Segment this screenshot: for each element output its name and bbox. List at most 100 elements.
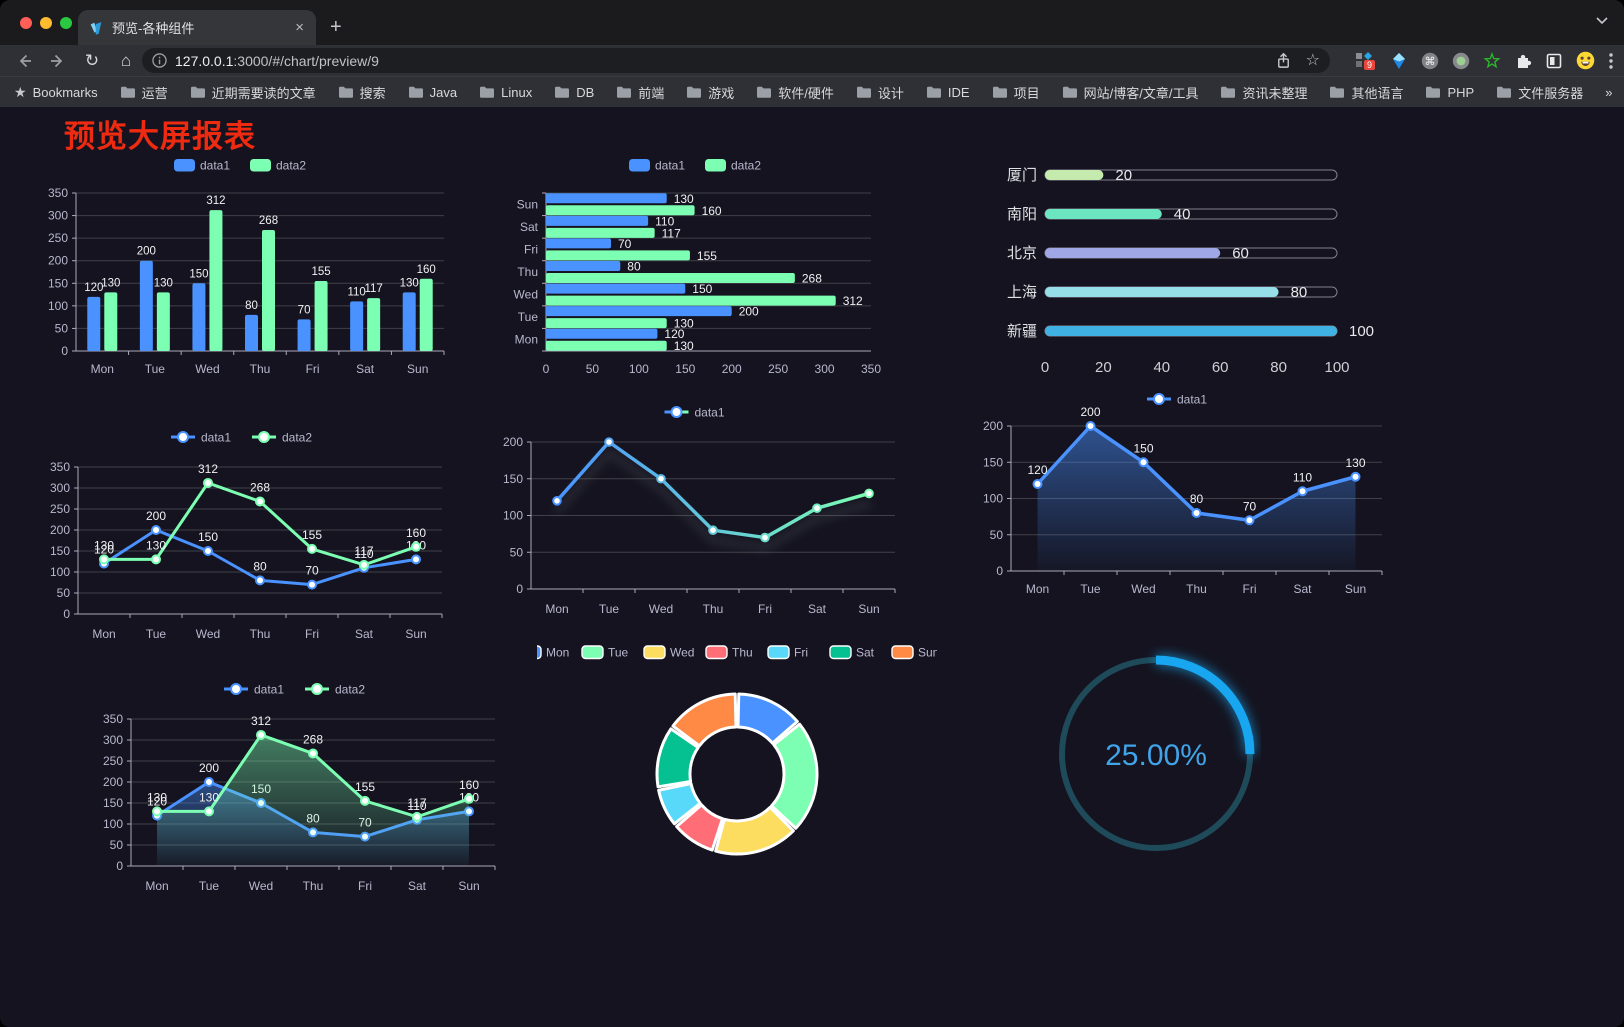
folder-icon [190, 86, 205, 98]
svg-text:200: 200 [503, 435, 523, 449]
new-tab-button[interactable]: + [330, 16, 342, 38]
svg-text:300: 300 [103, 733, 123, 747]
svg-text:155: 155 [311, 266, 330, 278]
emoji-icon[interactable] [1576, 51, 1595, 70]
forward-icon[interactable] [48, 52, 68, 70]
svg-text:20: 20 [1095, 359, 1112, 376]
svg-text:150: 150 [675, 362, 695, 376]
svg-text:150: 150 [692, 282, 712, 296]
bookmark-folder[interactable]: 其他语言 [1329, 83, 1403, 102]
menu-dots-icon[interactable] [1608, 52, 1614, 70]
bookmark-folder[interactable]: 软件/硬件 [756, 83, 834, 102]
svg-text:130: 130 [400, 277, 419, 289]
folder-icon [120, 86, 135, 98]
back-icon[interactable] [14, 52, 34, 70]
svg-text:50: 50 [55, 321, 69, 335]
svg-text:268: 268 [802, 272, 822, 286]
bookmark-folder[interactable]: 项目 [992, 83, 1040, 102]
svg-text:Sun: Sun [1345, 582, 1366, 596]
svg-text:200: 200 [146, 509, 166, 523]
contrast-icon[interactable] [1545, 52, 1563, 70]
extensions-area: 9 ⌘ [1355, 45, 1614, 76]
horizontal-bar-chart[interactable]: data1 data2 0 50 100 150 200 250 300 350 Mon 120 130… [490, 149, 920, 381]
svg-text:Mon: Mon [1026, 582, 1049, 596]
bookmark-folder[interactable]: Java [408, 83, 457, 102]
folder-icon [408, 86, 423, 98]
bookmark-folder[interactable]: 文件服务器 [1496, 83, 1583, 102]
svg-text:100: 100 [503, 509, 523, 523]
svg-text:50: 50 [990, 528, 1004, 542]
svg-text:Thu: Thu [250, 627, 271, 641]
svg-text:117: 117 [364, 283, 382, 295]
svg-text:厦门: 厦门 [1007, 167, 1037, 184]
bookmark-folder[interactable]: 资讯未整理 [1220, 83, 1307, 102]
svg-text:120: 120 [147, 795, 167, 809]
svg-text:110: 110 [354, 547, 373, 561]
bookmark-folder[interactable]: 近期需要读的文章 [190, 83, 316, 102]
svg-text:Sun: Sun [407, 362, 428, 376]
donut-chart[interactable]: Mon Tue Wed Thu Fri Sat Sun [519, 636, 939, 886]
close-window-button[interactable] [20, 17, 32, 29]
bookmarks-overflow-chevron[interactable]: » [1605, 84, 1613, 100]
share-icon[interactable] [1275, 52, 1292, 69]
bookmark-folder[interactable]: 设计 [856, 83, 904, 102]
star-icon: ★ [14, 83, 27, 100]
svg-text:100: 100 [983, 492, 1003, 506]
svg-text:Sun: Sun [458, 879, 479, 893]
command-circle-icon[interactable]: ⌘ [1421, 52, 1439, 70]
area-line-chart[interactable]: data1 0 50 100 150 200 Mon Tue Wed Thu Fri Sat Sun 12… [975, 386, 1400, 601]
bookmark-folder[interactable]: 网站/博客/文章/工具 [1062, 83, 1198, 102]
adblock-grid-icon[interactable]: 9 [1355, 51, 1377, 71]
bookmark-folder[interactable]: 前端 [616, 83, 664, 102]
puzzle-icon[interactable] [1514, 52, 1532, 70]
page-title: 预览大屏报表 [64, 119, 256, 154]
svg-text:70: 70 [305, 564, 319, 578]
svg-text:120: 120 [1027, 463, 1047, 477]
bookmark-folder[interactable]: 游戏 [686, 83, 734, 102]
green-star-icon[interactable] [1483, 51, 1501, 70]
minimize-window-button[interactable] [40, 17, 52, 29]
capsule-progress-chart[interactable]: 厦门 20 南阳 40 北京 60 上海 80 新疆 100 0 20 40 60 80 100 [985, 155, 1400, 385]
svg-text:0: 0 [1041, 359, 1049, 376]
ring-progress-gauge[interactable]: 25.00% [1051, 646, 1261, 866]
bookmark-folder[interactable]: DB [554, 83, 594, 102]
svg-text:117: 117 [407, 796, 426, 810]
zoom-window-button[interactable] [60, 17, 72, 29]
svg-text:160: 160 [417, 264, 436, 276]
bookmark-folder[interactable]: 运营 [120, 83, 168, 102]
svg-text:Fri: Fri [524, 242, 538, 256]
bookmarks-root[interactable]: ★ Bookmarks [14, 83, 98, 100]
gradient-line-chart[interactable]: data1 0 50 100 150 200 Mon Tue Wed Thu Fri Sat Sun [495, 396, 915, 621]
svg-text:50: 50 [110, 838, 124, 852]
svg-text:Mon: Mon [515, 333, 538, 347]
svg-text:Thu: Thu [732, 646, 753, 660]
svg-text:250: 250 [103, 754, 123, 768]
browser-tab[interactable]: 预览-各种组件 × [78, 10, 316, 45]
kite-icon[interactable] [1390, 52, 1408, 70]
svg-text:350: 350 [103, 712, 123, 726]
two-series-area-chart[interactable]: data1 data2 0 50 100 150 200 250 300 350 Mon Tue Wed… [95, 673, 515, 898]
two-series-line-chart[interactable]: data1 data2 0 50 100 150 200 250 300 350 Mon Tue Wed… [42, 421, 462, 646]
svg-text:350: 350 [48, 186, 68, 200]
svg-text:200: 200 [137, 246, 156, 258]
svg-text:155: 155 [697, 249, 717, 263]
svg-text:0: 0 [516, 582, 523, 596]
home-icon[interactable]: ⌂ [120, 51, 132, 70]
site-info-icon[interactable] [152, 53, 167, 68]
svg-text:Wed: Wed [649, 602, 673, 616]
tab-close-icon[interactable]: × [295, 19, 304, 36]
reload-icon[interactable]: ↻ [84, 51, 100, 70]
tab-search-chevron-icon[interactable] [1596, 17, 1608, 25]
url-text[interactable]: 127.0.0.1:3000/#/chart/preview/9 [175, 52, 379, 69]
bookmark-star-icon[interactable]: ☆ [1305, 51, 1320, 69]
address-bar[interactable]: 127.0.0.1:3000/#/chart/preview/9 ☆ [142, 48, 1330, 73]
grouped-bar-chart[interactable]: data1 data2 0 50 100 150 200 250 300 350 Mon Tue Wed… [40, 149, 460, 381]
bookmark-folder[interactable]: 搜索 [338, 83, 386, 102]
svg-text:50: 50 [57, 586, 71, 600]
bookmark-folder[interactable]: IDE [926, 83, 970, 102]
bookmark-folder[interactable]: PHP [1425, 83, 1474, 102]
green-dot-icon[interactable] [1452, 52, 1470, 70]
bookmark-folder[interactable]: Linux [479, 83, 532, 102]
svg-text:上海: 上海 [1007, 284, 1037, 301]
